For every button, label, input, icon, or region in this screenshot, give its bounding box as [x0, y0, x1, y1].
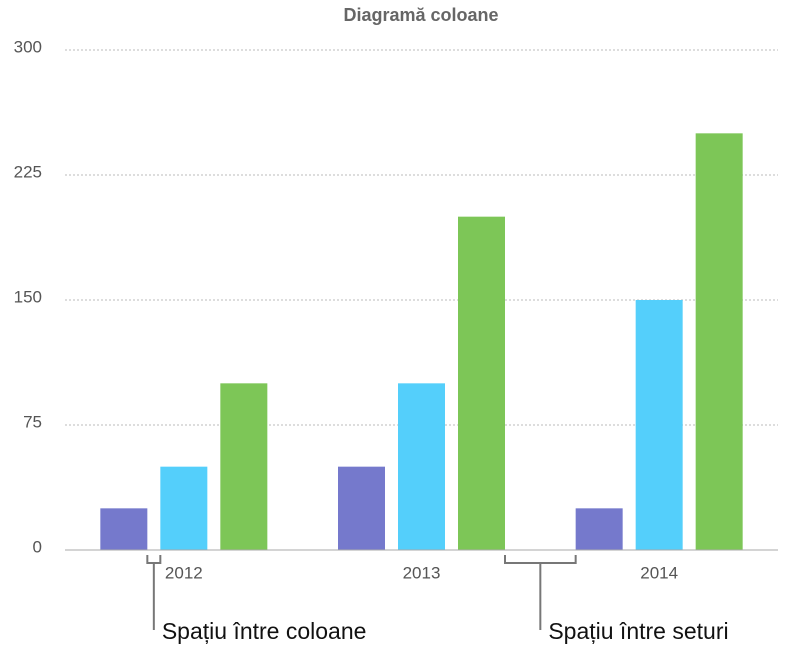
x-tick-label: 2013 [403, 563, 441, 582]
chart-title: Diagramă coloane [343, 5, 498, 25]
bar [458, 216, 505, 550]
bar [695, 133, 743, 551]
y-tick-label: 150 [14, 287, 42, 306]
y-tick-label: 300 [14, 37, 42, 56]
annotation: Spațiu între coloane [162, 618, 367, 644]
bar [398, 383, 445, 550]
annotation: Spațiu între seturi [548, 618, 728, 644]
y-tick-label: 0 [33, 537, 42, 556]
y-tick-label: 75 [23, 412, 42, 431]
bar [338, 466, 385, 550]
x-tick-label: 2014 [640, 563, 678, 582]
bar [160, 466, 208, 550]
bar [220, 383, 268, 550]
x-tick-label: 2012 [165, 563, 203, 582]
bar [575, 508, 623, 550]
bar [100, 508, 148, 550]
y-tick-label: 225 [14, 162, 42, 181]
bracket [504, 555, 577, 630]
bracket [146, 555, 162, 630]
bar [635, 300, 683, 550]
